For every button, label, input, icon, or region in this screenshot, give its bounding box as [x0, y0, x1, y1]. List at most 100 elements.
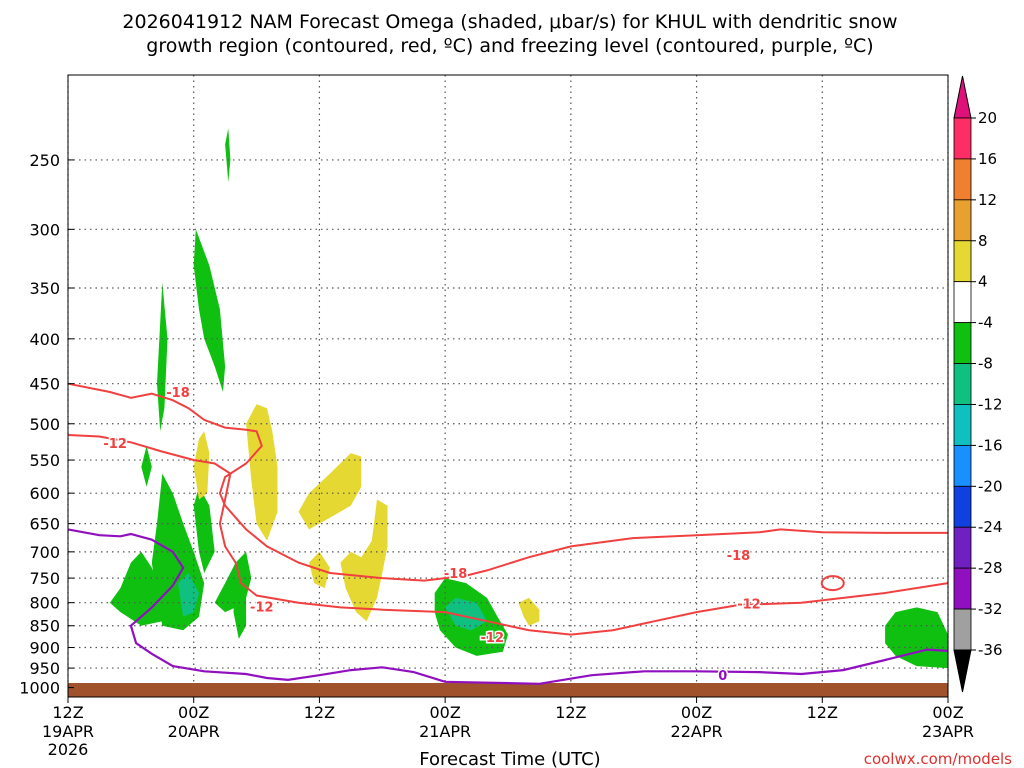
contour-label-7: 0 — [718, 669, 727, 684]
omega-shading — [109, 128, 948, 669]
omega-region-3 — [193, 486, 215, 573]
contour-labels: -18 -12 -18 -12 -12 -18 -12 0 — [102, 385, 762, 686]
contour-label-0: -18 — [166, 386, 190, 401]
y-tick-label-4: 450 — [29, 375, 60, 394]
colorbar: 20 16 12 8 4 -4 -8 -12 -16 -20 -24 -28 -32 -36 — [953, 75, 1003, 693]
x-tick-label-2: 12Z — [304, 703, 335, 722]
x-tick-label-0: 12Z — [52, 703, 83, 722]
colorbar-segment-4 — [953, 281, 972, 324]
omega-region-8 — [193, 229, 226, 392]
x-tick-label-3: 00Z — [429, 703, 460, 722]
y-tick-label-8: 650 — [29, 515, 60, 534]
colorbar-segment-7 — [953, 404, 972, 446]
colorbar-label-9: -20 — [978, 477, 1003, 495]
colorbar-segment-9 — [953, 485, 972, 528]
colorbar-label-11: -28 — [978, 559, 1003, 577]
dendritic-growth-contours — [67, 382, 949, 636]
x-tick-date-0: 19APR — [42, 722, 94, 741]
omega-region-15 — [340, 499, 388, 622]
y-tick-label-13: 900 — [29, 638, 60, 657]
y-tick-label-10: 750 — [29, 569, 60, 588]
y-tick-label-11: 800 — [29, 594, 60, 613]
colorbar-label-7: -12 — [978, 395, 1003, 413]
x-tick-date-7: 23APR — [922, 722, 974, 741]
colorbar-segment-2 — [953, 199, 972, 242]
colorbar-label-3: 8 — [978, 232, 988, 250]
x-tick-date-5: 22APR — [671, 722, 723, 741]
colorbar-segment-1 — [953, 158, 972, 201]
contour-label-1: -12 — [103, 437, 127, 452]
y-tick-label-2: 350 — [29, 279, 60, 298]
colorbar-label-5: -4 — [978, 314, 993, 332]
chart-title-line-1: 2026041912 NAM Forecast Omega (shaded, μ… — [122, 11, 897, 33]
y-tick-label-9: 700 — [29, 543, 60, 562]
freezing-level-contours — [67, 528, 949, 685]
omega-region-13 — [298, 453, 362, 530]
x-tick-label-6: 12Z — [807, 703, 838, 722]
omega-region-6 — [141, 445, 152, 487]
terrain-band — [68, 683, 948, 697]
colorbar-segment-6 — [953, 363, 972, 405]
y-tick-label-0: 250 — [29, 151, 60, 170]
x-axis-title: Forecast Time (UTC) — [419, 749, 600, 768]
omega-region-12 — [246, 404, 278, 541]
omega-region-2 — [178, 573, 199, 617]
freezing-contour-0 — [67, 528, 949, 685]
x-tick-date-3: 21APR — [419, 722, 471, 741]
contour-label-5: -18 — [727, 549, 751, 564]
x-tick-label-1: 00Z — [178, 703, 209, 722]
omega-region-19 — [885, 607, 948, 669]
colorbar-label-6: -8 — [978, 355, 993, 373]
omega-region-7 — [157, 282, 168, 432]
red-contour-1 — [67, 434, 949, 636]
colorbar-label-10: -24 — [978, 518, 1003, 536]
colorbar-segment-0 — [953, 117, 972, 160]
colorbar-label-4: 4 — [978, 273, 988, 291]
y-tick-label-14: 950 — [29, 659, 60, 678]
omega-region-18 — [518, 597, 540, 626]
colorbar-segment-5 — [953, 322, 972, 364]
colorbar-label-12: -32 — [978, 600, 1003, 618]
contour-label-4: -12 — [481, 631, 505, 646]
x-tick-label-7: 00Z — [932, 703, 963, 722]
colorbar-label-2: 12 — [978, 191, 997, 209]
red-contour-loop — [820, 575, 845, 592]
colorbar-label-0: 20 — [978, 109, 997, 127]
colorbar-label-1: 16 — [978, 150, 997, 168]
colorbar-top-arrow — [953, 75, 972, 119]
chart-title-line-2: growth region (contoured, red, ºC) and f… — [146, 35, 873, 57]
x-tick-label-5: 00Z — [681, 703, 712, 722]
x-tick-date-1: 20APR — [168, 722, 220, 741]
y-tick-label-3: 400 — [29, 330, 60, 349]
colorbar-segment-10 — [953, 526, 972, 569]
terrain-layer — [68, 683, 948, 697]
y-tick-label-1: 300 — [29, 220, 60, 239]
contour-label-2: -18 — [444, 567, 468, 582]
y-axis: 250 300 350 400 450 500 550 600 650 700 750 800 850 9… — [19, 151, 74, 698]
contour-label-6: -12 — [737, 598, 761, 613]
colorbar-segment-11 — [953, 567, 972, 610]
plot-frame — [67, 74, 949, 698]
colorbar-label-13: -36 — [978, 641, 1003, 659]
contour-label-3: -12 — [250, 600, 274, 615]
x-tick-year-0: 2026 — [48, 740, 89, 759]
omega-region-0 — [109, 551, 163, 626]
red-contour-0 — [67, 382, 948, 582]
colorbar-segment-3 — [953, 240, 972, 283]
colorbar-segment-8 — [953, 444, 972, 487]
colorbar-bottom-arrow — [953, 649, 972, 693]
omega-region-17 — [445, 597, 487, 631]
y-tick-label-5: 500 — [29, 415, 60, 434]
colorbar-segment-12 — [953, 608, 972, 651]
y-tick-label-7: 600 — [29, 484, 60, 503]
omega-region-11 — [193, 431, 210, 500]
omega-region-9 — [225, 128, 231, 183]
y-tick-label-15: 1000 — [19, 679, 60, 698]
y-tick-label-12: 850 — [29, 617, 60, 636]
y-tick-label-6: 550 — [29, 451, 60, 470]
colorbar-label-8: -16 — [978, 436, 1003, 454]
credit-text: coolwx.com/models — [864, 750, 1012, 768]
x-tick-label-4: 12Z — [555, 703, 586, 722]
